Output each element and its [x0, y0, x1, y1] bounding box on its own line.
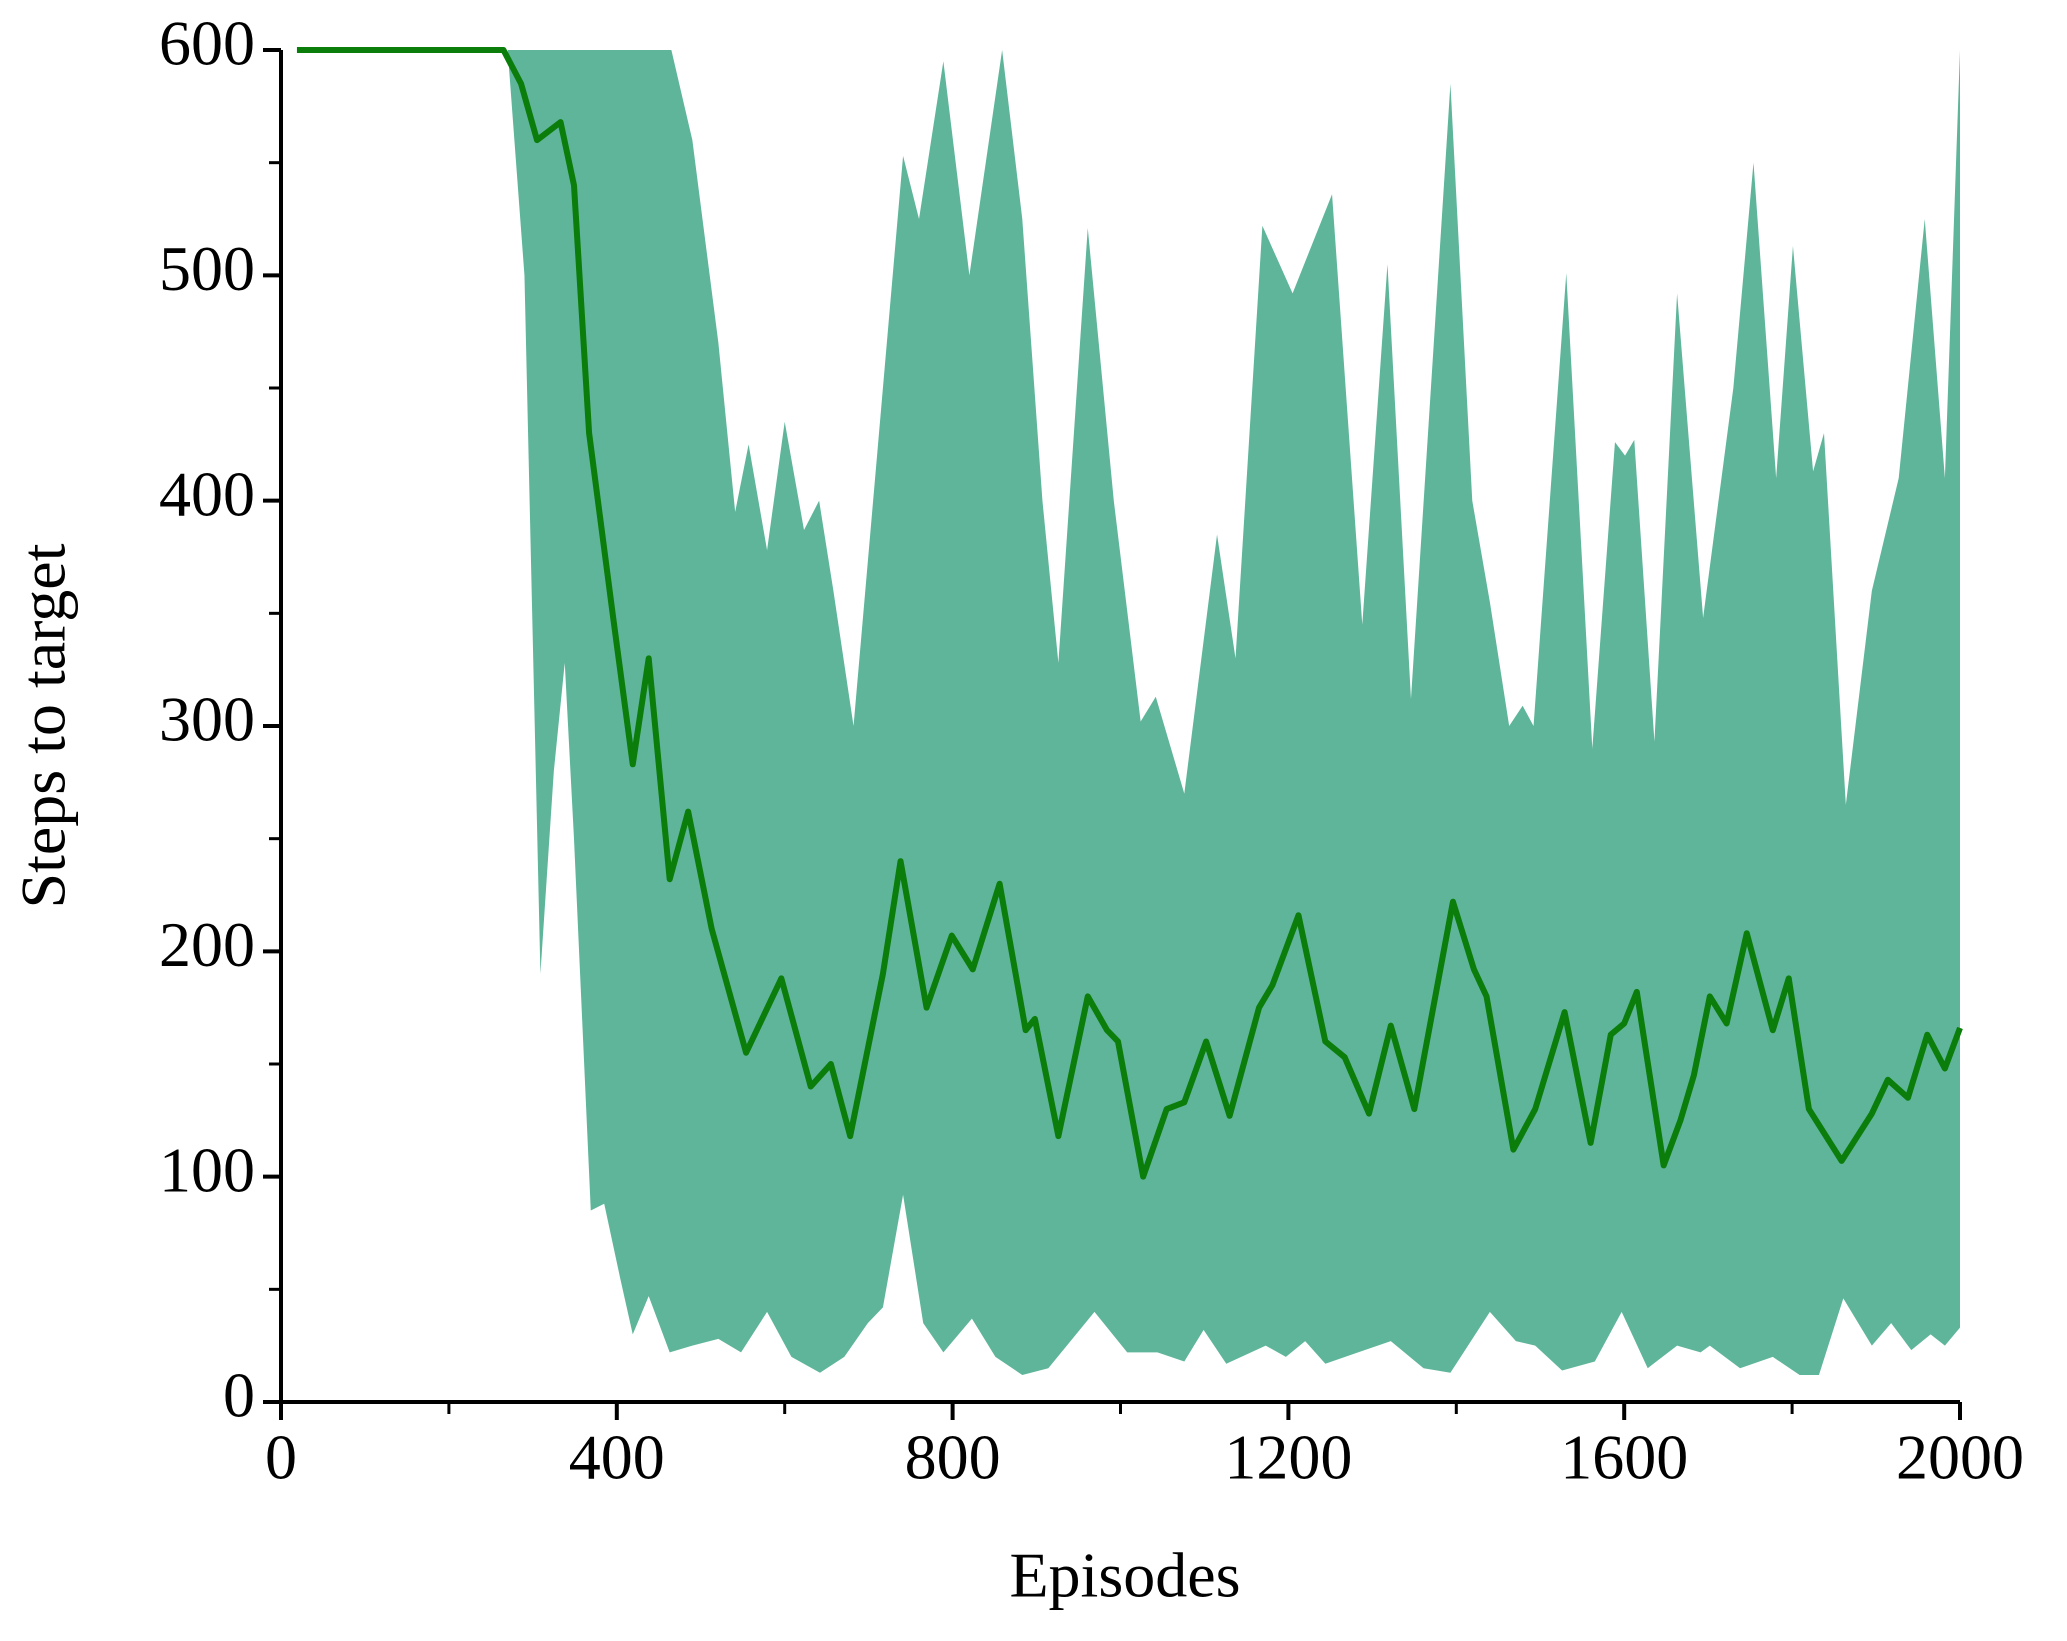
y-tick-label: 100 [159, 1134, 255, 1205]
x-tick-label: 1600 [1560, 1422, 1688, 1493]
y-axis-label: Steps to target [8, 543, 79, 908]
x-tick-label: 0 [265, 1422, 297, 1493]
y-tick-label: 500 [159, 233, 255, 304]
range-band [296, 50, 1961, 1375]
y-tick-label: 300 [159, 684, 255, 755]
x-tick-label: 400 [569, 1422, 665, 1493]
y-tick-label: 600 [159, 8, 255, 79]
y-tick-label: 200 [159, 909, 255, 980]
x-tick-label: 1200 [1224, 1422, 1352, 1493]
y-tick-label: 0 [223, 1360, 255, 1431]
x-axis-label: Episodes [1009, 1540, 1240, 1611]
x-tick-label: 2000 [1896, 1422, 2024, 1493]
x-tick-label: 800 [905, 1422, 1001, 1493]
mean-line [296, 47, 1963, 1180]
y-tick-label: 400 [159, 458, 255, 529]
